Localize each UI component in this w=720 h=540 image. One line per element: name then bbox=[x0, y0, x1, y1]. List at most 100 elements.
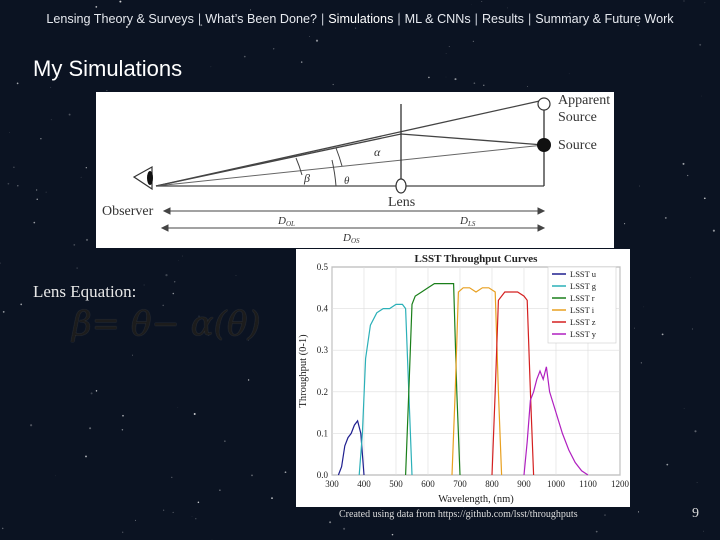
x-tick-label: 400 bbox=[357, 479, 371, 489]
series-line-lsst-y bbox=[523, 366, 589, 476]
star bbox=[135, 519, 137, 521]
beta-arc bbox=[295, 157, 303, 176]
data-credit: Created using data from https://github.c… bbox=[339, 509, 578, 520]
star bbox=[40, 138, 42, 140]
y-tick-label: 0.2 bbox=[317, 387, 328, 397]
star bbox=[122, 531, 124, 533]
star bbox=[250, 9, 252, 11]
lens-label: Lens bbox=[388, 195, 415, 210]
star bbox=[9, 132, 11, 133]
star bbox=[506, 7, 508, 9]
series-line-lsst-i bbox=[451, 287, 503, 476]
nav-separator: | bbox=[474, 12, 478, 26]
theta-arc bbox=[331, 159, 337, 187]
star bbox=[247, 379, 250, 381]
star bbox=[68, 113, 71, 116]
star bbox=[7, 182, 10, 185]
legend-item: LSST z bbox=[570, 317, 596, 327]
nav-separator: | bbox=[320, 12, 325, 26]
star bbox=[106, 89, 108, 91]
star bbox=[248, 340, 249, 341]
nav-separator: | bbox=[197, 12, 202, 26]
star bbox=[208, 333, 210, 336]
star bbox=[391, 533, 394, 536]
observer-eye-icon bbox=[132, 165, 153, 191]
star bbox=[355, 27, 357, 29]
star bbox=[85, 238, 89, 241]
deflected-ray-1 bbox=[155, 133, 402, 187]
star bbox=[315, 39, 319, 42]
star bbox=[163, 509, 165, 511]
star bbox=[300, 61, 303, 63]
star bbox=[210, 66, 212, 68]
star bbox=[173, 281, 176, 283]
d-ls-label: DLS bbox=[459, 215, 476, 228]
nav-item-summary-future-work[interactable]: Summary & Future Work bbox=[535, 12, 674, 26]
star bbox=[640, 362, 642, 364]
x-tick-label: 300 bbox=[325, 479, 339, 489]
star bbox=[73, 244, 76, 246]
star bbox=[624, 223, 626, 225]
star bbox=[472, 40, 475, 43]
star bbox=[661, 333, 664, 336]
star bbox=[251, 474, 253, 477]
star bbox=[481, 1, 483, 2]
lens-icon bbox=[395, 178, 407, 194]
nav-item-results[interactable]: Results bbox=[481, 12, 524, 26]
x-tick-label: 900 bbox=[517, 479, 531, 489]
star bbox=[379, 509, 381, 510]
star bbox=[687, 174, 689, 177]
nav-item-simulations[interactable]: Simulations bbox=[328, 12, 394, 26]
star bbox=[2, 311, 5, 313]
star bbox=[219, 489, 221, 491]
star bbox=[637, 24, 639, 27]
star bbox=[50, 119, 52, 121]
star bbox=[703, 530, 704, 532]
apparent-source-label-2: Source bbox=[558, 110, 597, 125]
star bbox=[33, 221, 36, 224]
star bbox=[121, 19, 122, 21]
star bbox=[13, 166, 15, 169]
star bbox=[473, 82, 476, 85]
star bbox=[694, 430, 697, 433]
x-tick-label: 1000 bbox=[547, 479, 566, 489]
star bbox=[131, 354, 133, 356]
star bbox=[50, 86, 52, 88]
star bbox=[483, 84, 485, 87]
star bbox=[76, 267, 78, 269]
star bbox=[235, 275, 237, 276]
source-icon bbox=[537, 138, 551, 152]
star bbox=[703, 197, 706, 200]
star bbox=[143, 284, 145, 286]
throughput-chart: 0.0 0.1 0.2 0.3 0.4 0.5 300 400 500 600 700 800 900 1… bbox=[296, 249, 630, 507]
y-tick-label: 0.4 bbox=[317, 304, 329, 314]
star bbox=[193, 413, 196, 415]
nav-item-what-s-been-done[interactable]: What’s Been Done? bbox=[205, 12, 317, 26]
lens-equation-label: Lens Equation: bbox=[33, 282, 137, 301]
star bbox=[0, 262, 1, 264]
y-tick-label: 0.3 bbox=[317, 345, 329, 355]
star bbox=[271, 497, 273, 499]
star bbox=[45, 191, 47, 193]
star bbox=[643, 306, 645, 308]
d-os-label: DOS bbox=[342, 232, 360, 245]
star bbox=[696, 482, 698, 483]
star bbox=[637, 511, 640, 513]
star bbox=[90, 392, 93, 395]
page-title: My Simulations bbox=[33, 56, 183, 81]
nav-item-ml-cnns[interactable]: ML & CNNs bbox=[404, 12, 471, 26]
apparent-source-icon bbox=[537, 97, 551, 111]
y-axis-label: Throughput (0-1) bbox=[298, 334, 309, 408]
star bbox=[122, 414, 124, 417]
star bbox=[224, 440, 226, 442]
x-tick-label: 800 bbox=[485, 479, 499, 489]
star bbox=[664, 216, 667, 219]
star bbox=[398, 12, 400, 14]
x-tick-label: 1100 bbox=[579, 479, 597, 489]
legend-item: LSST r bbox=[570, 293, 595, 303]
star bbox=[198, 315, 200, 317]
star bbox=[237, 14, 239, 16]
star bbox=[172, 292, 175, 295]
nav-item-lensing-theory-surveys[interactable]: Lensing Theory & Surveys bbox=[46, 12, 194, 26]
star bbox=[178, 260, 179, 262]
